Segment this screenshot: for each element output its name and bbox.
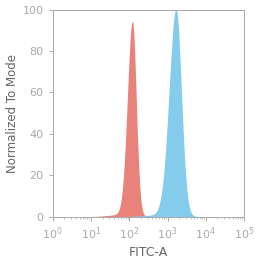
X-axis label: FITC-A: FITC-A	[129, 246, 168, 259]
Y-axis label: Normalized To Mode: Normalized To Mode	[5, 54, 18, 173]
